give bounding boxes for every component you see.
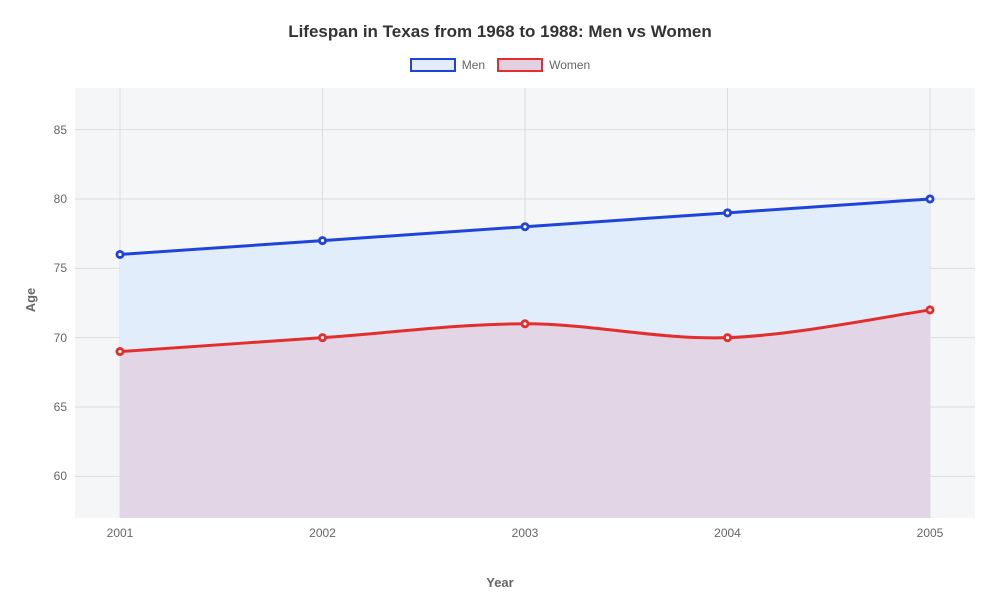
legend-item-women[interactable]: Women (497, 58, 590, 72)
legend: Men Women (0, 58, 1000, 72)
y-tick-label: 85 (54, 123, 67, 137)
x-tick-label: 2001 (107, 526, 134, 540)
legend-item-men[interactable]: Men (410, 58, 485, 72)
data-point[interactable] (318, 236, 327, 245)
data-point[interactable] (521, 319, 530, 328)
data-point[interactable] (116, 347, 125, 356)
legend-swatch (497, 58, 543, 72)
legend-label: Men (462, 58, 485, 72)
data-point[interactable] (723, 208, 732, 217)
data-point[interactable] (116, 250, 125, 259)
chart-title: Lifespan in Texas from 1968 to 1988: Men… (0, 22, 1000, 42)
x-tick-label: 2002 (309, 526, 336, 540)
chart-container: Lifespan in Texas from 1968 to 1988: Men… (0, 0, 1000, 600)
y-tick-label: 70 (54, 331, 67, 345)
plot-svg (75, 88, 975, 518)
y-tick-label: 80 (54, 192, 67, 206)
data-point[interactable] (926, 194, 935, 203)
y-tick-label: 60 (54, 469, 67, 483)
x-tick-label: 2003 (512, 526, 539, 540)
legend-swatch (410, 58, 456, 72)
plot-area: 60657075808520012002200320042005 (75, 88, 975, 518)
x-tick-label: 2005 (917, 526, 944, 540)
y-tick-label: 75 (54, 261, 67, 275)
legend-label: Women (549, 58, 590, 72)
y-axis-title: Age (23, 288, 38, 313)
y-tick-label: 65 (54, 400, 67, 414)
x-axis-title: Year (0, 575, 1000, 590)
data-point[interactable] (723, 333, 732, 342)
data-point[interactable] (318, 333, 327, 342)
data-point[interactable] (926, 305, 935, 314)
x-tick-label: 2004 (714, 526, 741, 540)
data-point[interactable] (521, 222, 530, 231)
